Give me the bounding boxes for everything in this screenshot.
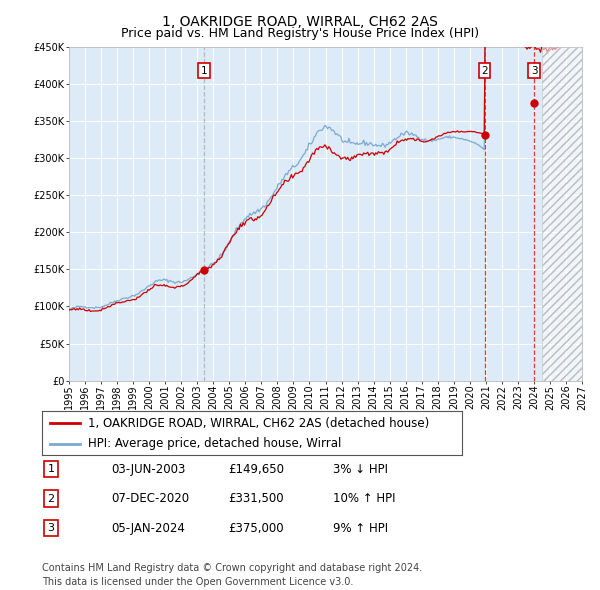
Text: 9% ↑ HPI: 9% ↑ HPI: [333, 522, 388, 535]
Text: HPI: Average price, detached house, Wirral: HPI: Average price, detached house, Wirr…: [88, 437, 341, 450]
Text: 2: 2: [47, 494, 55, 503]
Text: 3: 3: [531, 65, 538, 76]
Text: 1: 1: [47, 464, 55, 474]
Text: 2: 2: [481, 65, 488, 76]
Text: Contains HM Land Registry data © Crown copyright and database right 2024.
This d: Contains HM Land Registry data © Crown c…: [42, 563, 422, 587]
Text: 07-DEC-2020: 07-DEC-2020: [111, 492, 189, 505]
Text: 1, OAKRIDGE ROAD, WIRRAL, CH62 2AS: 1, OAKRIDGE ROAD, WIRRAL, CH62 2AS: [162, 15, 438, 29]
Text: 1, OAKRIDGE ROAD, WIRRAL, CH62 2AS (detached house): 1, OAKRIDGE ROAD, WIRRAL, CH62 2AS (deta…: [88, 417, 430, 430]
Text: £331,500: £331,500: [228, 492, 284, 505]
Text: 3% ↓ HPI: 3% ↓ HPI: [333, 463, 388, 476]
Text: £375,000: £375,000: [228, 522, 284, 535]
Text: 05-JAN-2024: 05-JAN-2024: [111, 522, 185, 535]
Text: Price paid vs. HM Land Registry's House Price Index (HPI): Price paid vs. HM Land Registry's House …: [121, 27, 479, 40]
Text: 3: 3: [47, 523, 55, 533]
Text: 1: 1: [200, 65, 207, 76]
Text: 10% ↑ HPI: 10% ↑ HPI: [333, 492, 395, 505]
Text: 03-JUN-2003: 03-JUN-2003: [111, 463, 185, 476]
Text: £149,650: £149,650: [228, 463, 284, 476]
